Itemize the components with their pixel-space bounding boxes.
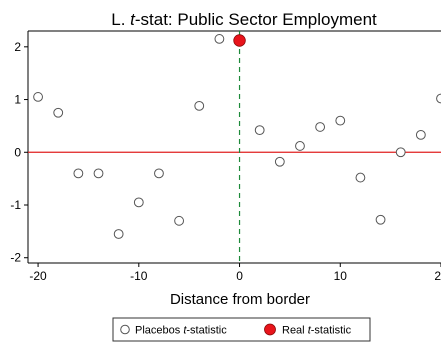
placebo-point [295,141,305,151]
real-point [233,34,246,47]
placebo-point [415,129,426,140]
placebo-point [53,107,64,118]
placebo-point [194,100,205,111]
legend-placebos-marker [120,324,130,335]
y-tick-label: 0 [14,145,21,159]
placebo-point [355,172,366,183]
placebo-point [335,115,346,126]
y-tick-label: -2 [10,251,21,265]
data-points [33,34,441,239]
x-tick-label: 20 [434,269,441,283]
x-tick-label: -10 [130,269,148,283]
placebo-point [113,229,124,239]
y-tick-label: -1 [10,198,21,212]
placebo-point [73,168,84,179]
placebo-point [133,197,144,208]
x-tick-label: -20 [29,269,47,283]
legend-real-marker [264,323,276,336]
placebo-point [436,93,441,104]
x-tick-label: 10 [334,269,348,283]
placebo-point [154,168,164,179]
placebo-point [174,215,184,226]
placebo-point [93,168,104,179]
x-axis-label: Distance from border [170,291,310,308]
y-tick-label: 1 [14,93,21,107]
placebo-point [33,92,43,102]
legend-box [112,317,371,342]
chart-title: L. t-stat: Public Sector Employment [111,10,377,29]
placebo-point [315,122,326,132]
placebo-point [375,214,386,225]
legend-placebos-label: Placebos t-statistic [135,325,227,337]
x-tick-label: 0 [236,269,243,283]
reference-lines [28,31,441,263]
placebo-point [254,125,265,136]
placebo-point [214,34,225,44]
placebo-point [274,156,285,167]
y-tick-label: 2 [14,40,21,54]
placebo-point [395,147,406,158]
legend-real-label: Real t-statistic [282,325,352,337]
legend: Placebos t-statistic Real t-statistic [112,317,371,342]
